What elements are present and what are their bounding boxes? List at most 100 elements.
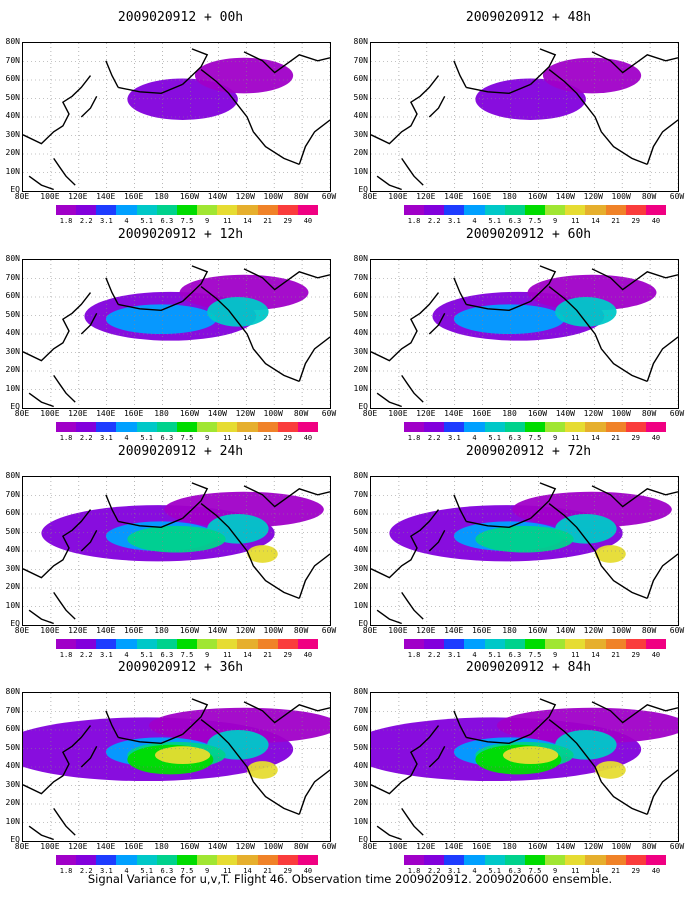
colorbar-tick-label: 2.2 [427, 651, 441, 659]
colorbar-swatch [625, 205, 646, 215]
colorbar-tick-label: 7.5 [528, 651, 542, 659]
colorbar-swatch [156, 205, 177, 215]
coastline [200, 503, 300, 600]
coastline [28, 392, 54, 408]
colorbar-swatch [116, 422, 137, 432]
latitude-tick-label: 10N [5, 166, 20, 176]
colorbar-tick-label: 1.8 [407, 651, 421, 659]
coastline [466, 83, 531, 95]
longitude-axis: 80E 100E 120E 140E 160E 180 160W 140W 120W 100W 80… [15, 192, 336, 202]
latitude-tick-label: 20N [353, 148, 368, 157]
longitude-tick-label: 60W [321, 409, 337, 418]
latitude-tick-label: 70N [353, 272, 368, 282]
longitude-tick-label: 120W [583, 626, 603, 635]
colorbar-swatch [504, 205, 525, 215]
latitude-tick-label: 60N [5, 74, 20, 83]
colorbar-swatch [404, 639, 425, 649]
coastline [182, 482, 209, 519]
latitude-tick-label: 30N [353, 563, 368, 573]
longitude-tick-label: 60W [321, 192, 337, 201]
longitude-tick-label: 160E [123, 192, 144, 201]
latitude-tick-label: 20N [5, 148, 20, 157]
colorbar-tick-label: 5.1 [488, 651, 502, 659]
colorbar [56, 855, 319, 865]
colorbar [404, 205, 667, 215]
coastline [548, 719, 648, 816]
coastline [530, 698, 557, 735]
longitude-tick-label: 80E [14, 626, 30, 635]
longitude-axis: 80E 100E 120E 140E 160E 180 160W 140W 120W 100W 80… [15, 842, 336, 852]
colorbar-swatch [156, 855, 177, 865]
coastline [80, 95, 98, 118]
latitude-tick-label: 20N [5, 798, 20, 807]
coastline [118, 83, 183, 95]
longitude-tick-label: 100E [388, 842, 408, 851]
colorbar-tick-label: 29 [283, 867, 292, 875]
colorbar-swatch [444, 855, 465, 865]
colorbar-tick-label: 3.1 [448, 651, 461, 659]
longitude-tick-label: 160W [179, 409, 200, 418]
coastline [466, 733, 531, 745]
colorbar-tick-label: 29 [283, 651, 292, 659]
colorbar-tick-label: 3.1 [448, 434, 461, 442]
latitude-tick-label: 60N [353, 291, 368, 300]
colorbar-swatch [404, 422, 425, 432]
latitude-tick-label: 10N [5, 816, 20, 826]
colorbar-swatch [464, 205, 485, 215]
coastline [591, 701, 678, 724]
colorbar-tick-label: 40 [303, 867, 313, 875]
longitude-tick-label: 140E [96, 842, 116, 851]
variance-contour [127, 78, 238, 120]
colorbar-swatch [585, 855, 606, 865]
longitude-tick-label: 100W [263, 409, 283, 418]
colorbar-swatch [565, 205, 586, 215]
colorbar-swatch [484, 855, 505, 865]
map-panel: 2009020912 + 12h 80N 70N 60N 50N 40N 30N 20N 10N… [6, 225, 339, 442]
coastline [243, 51, 330, 74]
longitude-tick-label: 120W [583, 842, 603, 851]
longitude-tick-label: 160E [471, 626, 492, 635]
colorbar-tick-label: 7.5 [180, 867, 194, 875]
colorbar-tick-label: 11 [223, 651, 232, 659]
coastline [453, 60, 467, 88]
longitude-tick-label: 140E [96, 409, 116, 418]
coastline [591, 51, 678, 74]
colorbar-labels: 1.8 2.2 3.1 4 5.1 6.3 7.5 9 11 14 21 29 40 [404, 651, 666, 660]
latitude-tick-label: 10N [353, 816, 368, 826]
colorbar-swatch [136, 422, 157, 432]
colorbar [404, 422, 667, 432]
panel-title: 2009020912 + 36h [117, 660, 244, 675]
longitude-tick-label: 120W [235, 842, 255, 851]
colorbar-tick-label: 14 [243, 217, 252, 225]
colorbar-swatch [237, 639, 258, 649]
latitude-tick-label: 40N [5, 328, 20, 337]
colorbar-swatch [116, 205, 137, 215]
coastline [530, 482, 557, 519]
longitude-tick-label: 160W [527, 409, 548, 418]
panel-title: 2009020912 + 60h [465, 227, 592, 242]
coastline [646, 769, 678, 815]
latitude-tick-label: 70N [5, 55, 20, 65]
panel-title: 2009020912 + 24h [117, 444, 244, 459]
figure-caption: Signal Variance for u,v,T. Flight 46. Ob… [87, 872, 613, 886]
longitude-tick-label: 60W [669, 626, 685, 635]
longitude-axis: 80E 100E 120E 140E 160E 180 160W 140W 120W 100W 80… [363, 409, 684, 419]
longitude-tick-label: 160W [179, 192, 200, 201]
map-svg [23, 260, 330, 408]
colorbar-tick-label: 29 [631, 867, 640, 875]
colorbar-swatch [524, 422, 546, 432]
colorbar-tick-label: 21 [263, 651, 272, 659]
latitude-tick-label: 30N [5, 779, 20, 789]
colorbar-swatch [484, 422, 505, 432]
variance-contour [179, 274, 309, 311]
latitude-tick-label: EQ [358, 402, 368, 411]
colorbar-swatch [197, 422, 218, 432]
map-plot [22, 259, 331, 409]
colorbar-labels: 1.8 2.2 3.1 4 5.1 6.3 7.5 9 11 14 21 29 40 [404, 867, 666, 876]
colorbar-labels: 1.8 2.2 3.1 4 5.1 6.3 7.5 9 11 14 21 29 40 [56, 434, 318, 443]
variance-contour [105, 304, 217, 334]
colorbar-swatch [444, 639, 465, 649]
coastline [428, 745, 446, 768]
colorbar-tick-label: 4 [124, 651, 129, 659]
coastline [401, 375, 424, 403]
